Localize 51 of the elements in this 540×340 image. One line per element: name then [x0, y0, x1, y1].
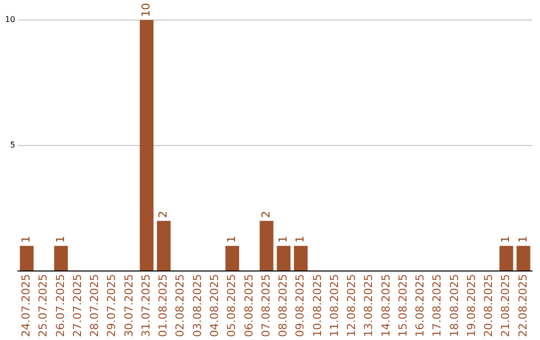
x-tick-label: 20.08.2025	[482, 274, 496, 338]
x-tick-label: 15.08.2025	[396, 274, 410, 338]
data-label: 1	[54, 236, 67, 243]
x-tick-label: 28.07.2025	[88, 274, 102, 338]
data-label: 1	[516, 236, 530, 243]
x-tick-label: 29.07.2025	[105, 274, 118, 338]
data-label: 1	[276, 236, 290, 243]
data-label: 1	[20, 236, 33, 243]
y-tick-label: 5	[10, 140, 16, 150]
x-tick-label: 26.07.2025	[54, 274, 67, 338]
x-tick-label: 05.08.2025	[225, 274, 238, 338]
x-tick-label: 01.08.2025	[156, 274, 170, 338]
x-tick-label: 03.08.2025	[190, 274, 204, 338]
bar	[225, 246, 240, 271]
x-tick-label: 27.07.2025	[70, 274, 84, 338]
data-label: 2	[259, 210, 272, 218]
x-tick-label: 04.08.2025	[208, 274, 222, 338]
bar	[499, 246, 514, 271]
x-tick-label: 11.08.2025	[328, 274, 341, 338]
x-tick-label: 12.08.2025	[345, 274, 358, 338]
bar	[54, 246, 68, 271]
x-tick-label: 14.08.2025	[379, 274, 392, 338]
x-tick-label: 21.08.2025	[499, 274, 512, 338]
x-tick-label: 09.08.2025	[294, 274, 307, 338]
x-tick-label: 18.08.2025	[448, 274, 461, 338]
data-label: 1	[499, 236, 512, 243]
bar	[20, 246, 34, 271]
bar	[516, 246, 530, 271]
x-tick-label: 13.08.2025	[362, 274, 376, 338]
x-tick-label: 31.07.2025	[139, 274, 152, 338]
x-tick-label: 24.07.2025	[20, 274, 33, 338]
bar	[276, 246, 291, 271]
bar	[156, 220, 171, 271]
x-tick-label: 30.07.2025	[122, 274, 136, 338]
data-label: 10	[139, 3, 152, 17]
x-tick-label: 02.08.2025	[174, 274, 187, 338]
x-tick-label: 22.08.2025	[516, 274, 530, 338]
x-tick-label: 10.08.2025	[310, 274, 324, 338]
x-tick-label: 25.07.2025	[36, 274, 50, 338]
bar	[294, 246, 308, 271]
x-tick-label: 06.08.2025	[242, 274, 256, 338]
data-label: 1	[294, 236, 307, 243]
bar	[140, 20, 154, 271]
x-tick-label: 07.08.2025	[259, 274, 272, 338]
x-tick-label: 19.08.2025	[464, 274, 478, 338]
x-tick-label: 17.08.2025	[430, 274, 444, 338]
data-label: 1	[225, 236, 238, 243]
bar	[260, 220, 274, 271]
x-tick-label: 16.08.2025	[414, 274, 427, 338]
data-label: 2	[156, 210, 170, 218]
x-tick-label: 08.08.2025	[276, 274, 290, 338]
